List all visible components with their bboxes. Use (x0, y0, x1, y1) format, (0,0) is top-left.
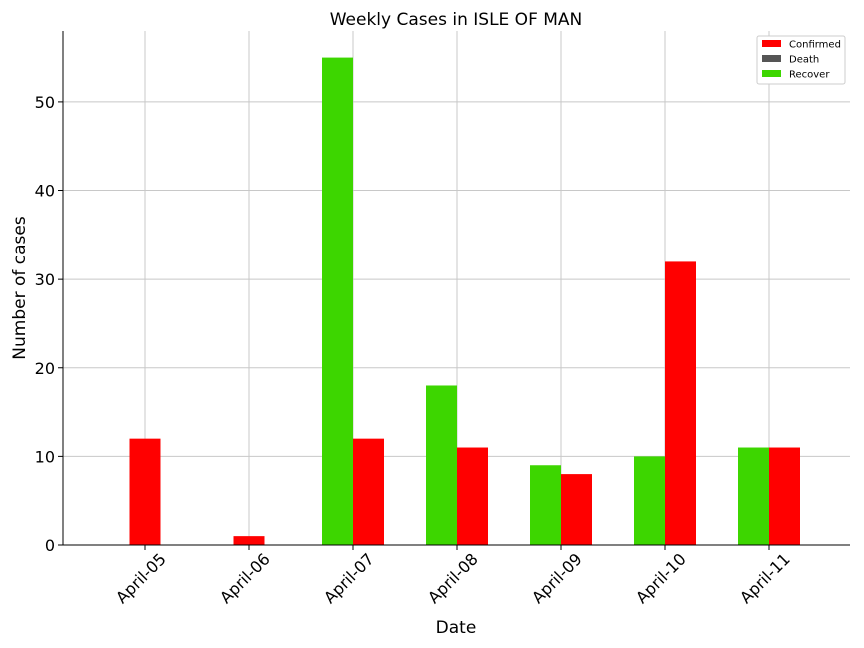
legend-label-confirmed: Confirmed (789, 40, 841, 51)
bar-confirmed (457, 447, 488, 545)
x-axis-label: Date (436, 618, 477, 638)
bar-recover (634, 456, 665, 545)
legend-swatch-death (762, 55, 781, 62)
bar-recover (530, 465, 561, 545)
x-tick-label: April-08 (424, 549, 482, 607)
bar-confirmed (561, 474, 592, 545)
legend-label-death: Death (789, 55, 819, 66)
y-ticks: 0 10 20 30 40 50 (35, 93, 63, 555)
y-tick-label: 30 (35, 270, 55, 289)
legend-swatch-confirmed (762, 40, 781, 47)
x-tick-label: April-11 (736, 549, 794, 607)
bars (129, 57, 800, 545)
x-tick-label: April-10 (632, 549, 690, 607)
x-tick-label: April-06 (216, 549, 274, 607)
y-tick-label: 50 (35, 93, 55, 112)
bar-recover (738, 447, 769, 545)
legend-label-recover: Recover (789, 70, 830, 81)
x-ticks: April-05 April-06 April-07 April-08 April-09… (112, 545, 794, 607)
x-tick-label: April-09 (528, 549, 586, 607)
x-tick-label: April-07 (320, 549, 378, 607)
x-tick-label: April-05 (112, 549, 170, 607)
bar-confirmed (353, 438, 384, 545)
chart-title: Weekly Cases in ISLE OF MAN (330, 10, 583, 30)
y-tick-label: 0 (45, 536, 55, 555)
bar-confirmed (233, 536, 265, 545)
y-tick-label: 20 (35, 359, 55, 378)
y-tick-label: 10 (35, 447, 55, 466)
bar-confirmed (665, 261, 696, 545)
bar-recover (426, 385, 457, 545)
bar-confirmed (769, 447, 800, 545)
legend: Confirmed Death Recover (756, 35, 846, 85)
y-axis-label: Number of cases (10, 216, 30, 360)
bar-recover (322, 57, 353, 545)
y-tick-label: 40 (35, 182, 55, 201)
legend-swatch-recover (762, 70, 781, 77)
bar-confirmed (129, 438, 161, 545)
